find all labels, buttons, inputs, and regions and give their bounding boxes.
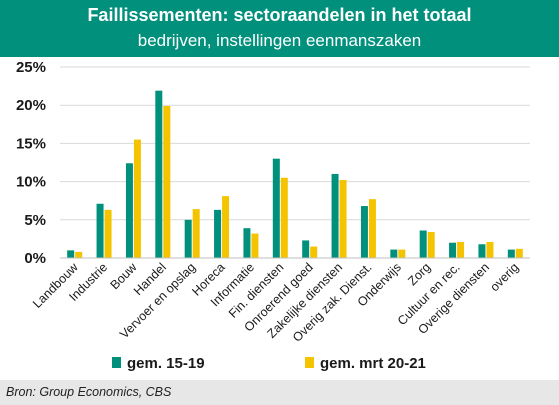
y-tick-label: 25% xyxy=(16,59,46,76)
bar-gem-mrt-20-21 xyxy=(163,105,171,258)
y-tick-label: 5% xyxy=(24,212,46,229)
y-tick-label: 15% xyxy=(16,135,46,152)
bar-gem-mrt-20-21 xyxy=(427,232,435,258)
bar-gem-15-19 xyxy=(184,219,192,258)
bar-gem-15-19 xyxy=(125,163,133,258)
bar-gem-mrt-20-21 xyxy=(457,241,465,258)
bar-gem-mrt-20-21 xyxy=(133,139,141,258)
y-tick-label: 20% xyxy=(16,97,46,114)
bar-gem-mrt-20-21 xyxy=(75,251,83,258)
bar-gem-mrt-20-21 xyxy=(515,248,523,258)
bar-gem-mrt-20-21 xyxy=(222,196,230,258)
bar-gem-15-19 xyxy=(419,230,427,258)
legend-label: gem. mrt 20-21 xyxy=(320,355,426,372)
source-bar: Bron: Group Economics, CBS xyxy=(0,380,559,405)
bar-gem-mrt-20-21 xyxy=(339,180,347,258)
bar-gem-mrt-20-21 xyxy=(251,233,259,258)
chart-header: Faillissementen: sectoraandelen in het t… xyxy=(0,0,559,57)
bar-gem-15-19 xyxy=(331,173,339,258)
chart-subtitle: bedrijven, instellingen eenmanszaken xyxy=(137,31,422,50)
bar-gem-15-19 xyxy=(243,228,251,258)
bar-gem-15-19 xyxy=(507,249,515,258)
bar-gem-mrt-20-21 xyxy=(280,177,288,258)
bar-gem-15-19 xyxy=(390,249,398,258)
bar-gem-mrt-20-21 xyxy=(398,249,406,258)
bar-gem-15-19 xyxy=(302,240,310,258)
y-tick-label: 10% xyxy=(16,174,46,191)
source-note: Bron: Group Economics, CBS xyxy=(6,385,172,399)
y-tick-label: 0% xyxy=(24,250,46,267)
legend-swatch xyxy=(305,357,314,368)
bar-gem-mrt-20-21 xyxy=(486,241,494,258)
bar-chart: 0% 5% 10% 15% 20% 25% LandbouwIndustrieBouwHa… xyxy=(16,59,530,372)
x-tick-label: overig xyxy=(487,260,521,294)
bar-gem-mrt-20-21 xyxy=(310,246,318,258)
bar-gem-15-19 xyxy=(360,206,368,258)
bar-gem-15-19 xyxy=(272,158,280,258)
bar-gem-15-19 xyxy=(67,250,75,258)
bars xyxy=(67,90,523,259)
legend: gem. 15-19 gem. mrt 20-21 xyxy=(112,355,426,372)
bar-gem-15-19 xyxy=(214,209,222,258)
legend-swatch xyxy=(112,357,121,368)
bar-gem-15-19 xyxy=(96,203,104,258)
x-tick-label: Landbouw xyxy=(30,260,81,311)
y-axis-ticks: 0% 5% 10% 15% 20% 25% xyxy=(16,59,46,267)
bar-gem-15-19 xyxy=(155,90,163,259)
bar-gem-mrt-20-21 xyxy=(192,209,200,258)
bar-gem-mrt-20-21 xyxy=(104,209,112,258)
bar-gem-15-19 xyxy=(478,244,486,258)
bar-gem-mrt-20-21 xyxy=(368,199,376,258)
legend-label: gem. 15-19 xyxy=(127,355,205,372)
bar-gem-15-19 xyxy=(449,242,457,258)
chart-title: Faillissementen: sectoraandelen in het t… xyxy=(87,5,472,25)
